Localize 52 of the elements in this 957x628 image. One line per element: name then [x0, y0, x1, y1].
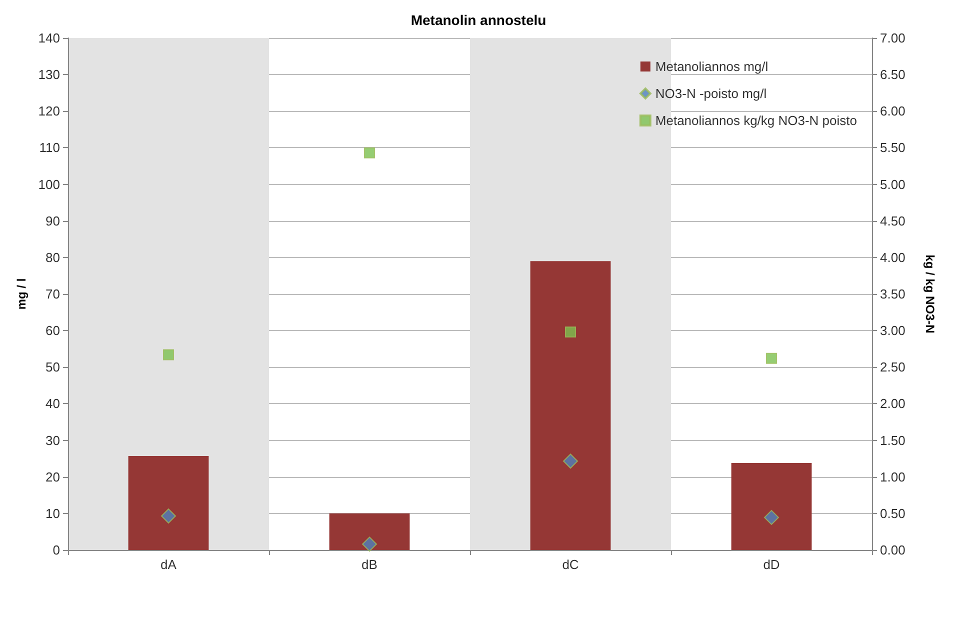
- y2-tick-label: 1.00: [880, 469, 906, 484]
- y-tick-label: 90: [46, 213, 60, 228]
- y2-tick-label: 7.00: [880, 30, 906, 46]
- y2-tick-label: 3.50: [880, 286, 906, 302]
- y2-axis-title: kg / kg NO3-N: [923, 254, 937, 334]
- point: [766, 352, 777, 364]
- y2-tick-label: 4.00: [880, 250, 906, 265]
- y2-tick-label: 5.00: [880, 176, 906, 192]
- y-tick-label: 80: [46, 250, 60, 265]
- point: [563, 454, 578, 469]
- point: [764, 510, 779, 525]
- y2-tick-label: 5.50: [880, 140, 906, 156]
- y2-tick-label: 6.00: [880, 104, 906, 119]
- point: [163, 349, 174, 360]
- y2-tick-label: 0.00: [880, 542, 906, 558]
- bar: [128, 456, 209, 550]
- point: [161, 508, 176, 524]
- legend-label: NO3-N -poisto mg/l: [655, 86, 767, 101]
- y2-tick-label: 4.50: [880, 213, 906, 228]
- x-tick-label: dC: [562, 557, 579, 572]
- legend-label: Metanoliannos kg/kg NO3-N poisto: [655, 113, 858, 128]
- y-tick-label: 40: [46, 396, 60, 412]
- y-tick-label: 30: [46, 432, 60, 448]
- y2-tick-label: 2.50: [880, 360, 906, 375]
- y2-tick-label: 3.00: [880, 323, 906, 338]
- point: [364, 147, 375, 158]
- y2-tick-label: 1.50: [880, 432, 906, 448]
- x-tick-label: dA: [160, 557, 177, 572]
- y-tick-label: 110: [39, 140, 60, 156]
- y-tick-label: 60: [46, 323, 60, 338]
- y-tick-label: 100: [38, 176, 60, 192]
- bar: [731, 462, 812, 550]
- y-tick-label: 140: [38, 30, 60, 46]
- point: [362, 536, 377, 552]
- y2-tick-label: 0.50: [880, 506, 906, 521]
- y-axis-title: mg / l: [14, 278, 28, 310]
- y2-tick-label: 2.00: [880, 396, 906, 412]
- y-tick-label: 120: [38, 104, 60, 119]
- bar: [329, 513, 410, 550]
- bar: [530, 261, 611, 550]
- y2-tick-label: 6.50: [880, 67, 906, 82]
- x-tick-label: dB: [362, 557, 378, 572]
- chart-title: Metanolin annostelu: [410, 12, 546, 28]
- x-tick-label: dD: [763, 557, 780, 572]
- legend-label: Metanoliannos mg/l: [655, 59, 768, 74]
- y-tick-label: 50: [46, 360, 60, 375]
- y-tick-label: 20: [46, 469, 60, 484]
- y-tick-label: 130: [38, 67, 60, 82]
- y-tick-label: 10: [46, 506, 60, 521]
- point: [565, 326, 576, 338]
- y-tick-label: 70: [46, 286, 60, 302]
- y-tick-label: 0: [52, 542, 60, 558]
